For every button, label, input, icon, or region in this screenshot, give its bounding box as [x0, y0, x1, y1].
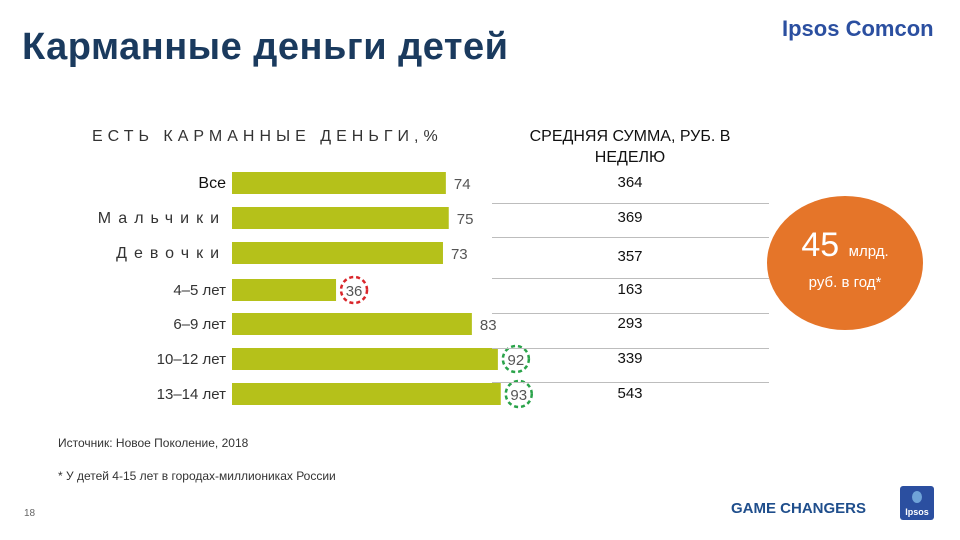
value-label: 73 [451, 246, 468, 263]
page-number: 18 [24, 508, 36, 519]
footer-tagline: GAME CHANGERS [731, 500, 867, 517]
annual-total-badge: 45 млрд. руб. в год* [767, 196, 923, 330]
value-label: 75 [457, 211, 474, 228]
category-label: 10–12 лет [157, 351, 226, 368]
weekly-sum-value: 369 [617, 209, 643, 226]
value-label: 92 [508, 352, 525, 369]
weekly-sum-value: 339 [617, 350, 643, 367]
badge-value: 45 [801, 226, 840, 264]
bar [232, 383, 501, 405]
highlight-ring [501, 344, 531, 374]
weekly-sum-value: 543 [617, 385, 643, 402]
right-column-header: СРЕДНЯЯ СУММА, РУБ. В НЕДЕЛЮ [529, 128, 731, 166]
brand-logo: Ipsos Comcon [782, 16, 934, 41]
row-divider [492, 382, 769, 383]
weekly-sum-value: 364 [617, 174, 643, 191]
category-label: Все [198, 175, 226, 192]
footnote: * У детей 4-15 лет в городах-миллиониках… [58, 469, 336, 483]
bar [232, 172, 446, 194]
row-divider [492, 278, 769, 279]
weekly-sum-value: 293 [617, 315, 643, 332]
page-title: Карманные деньги детей [22, 26, 509, 68]
category-label: 13–14 лет [157, 386, 226, 403]
value-label: 74 [454, 176, 471, 193]
row-divider [492, 237, 769, 238]
bar [232, 207, 449, 229]
left-column-header: ЕСТЬ КАРМАННЫЕ ДЕНЬГИ,% [92, 128, 443, 145]
category-label: 4–5 лет [173, 282, 226, 299]
badge-unit: млрд. [848, 243, 889, 260]
value-label: 36 [346, 283, 363, 300]
weekly-sum-value: 163 [617, 281, 643, 298]
bar [232, 348, 498, 370]
value-label: 83 [480, 317, 497, 334]
badge-subtitle: руб. в год* [808, 274, 882, 291]
source-note: Источник: Новое Поколение, 2018 [58, 436, 249, 450]
highlight-ring [504, 379, 534, 409]
value-label: 93 [510, 387, 527, 404]
bar [232, 313, 472, 335]
weekly-sum-value: 357 [617, 248, 643, 265]
row-divider [492, 203, 769, 204]
bar [232, 242, 443, 264]
row-divider [492, 313, 769, 314]
ipsos-logo-icon: Ipsos [900, 486, 934, 520]
row-divider [492, 348, 769, 349]
category-label: 6–9 лет [173, 316, 226, 333]
bar [232, 279, 337, 301]
category-label: Мальчики [98, 210, 226, 227]
category-label: Девочки [116, 245, 226, 262]
ipsos-logo-text: Ipsos [905, 507, 929, 517]
highlight-ring [339, 275, 369, 305]
